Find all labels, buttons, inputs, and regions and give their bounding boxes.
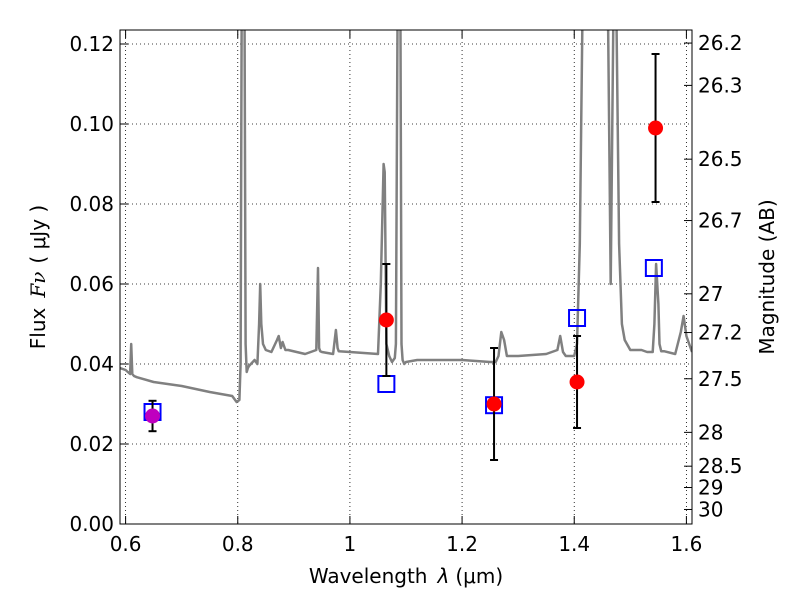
x-tick-label: 1.4 — [558, 532, 590, 556]
x-axis-ticks: 0.6 0.8 1 1.2 1.4 1.6 — [110, 30, 702, 556]
spectrum-line — [120, 30, 692, 404]
magnitude-tick-label: 28 — [698, 420, 723, 444]
model-photometry-square — [568, 309, 587, 327]
y-axis-title-unit: ( μJy ) — [26, 205, 50, 264]
observed-blue-band-point — [145, 408, 161, 424]
y-tick-label: 0.04 — [69, 352, 114, 376]
magnitude-tick-label: 27 — [698, 282, 723, 306]
y-tick-label: 0.06 — [69, 272, 114, 296]
grid-lines — [120, 30, 692, 525]
x-axis-title-symbol: λ — [437, 564, 450, 588]
x-axis-title-unit: (μm) — [455, 564, 503, 588]
observed-point — [648, 120, 664, 136]
x-axis-title: Wavelength λ (μm) — [309, 564, 503, 588]
observed-point — [378, 312, 394, 328]
magnitude-axis-title: Magnitude (AB) — [755, 199, 779, 354]
y-tick-label: 0.00 — [69, 512, 114, 536]
model-spectrum-layer — [120, 30, 692, 404]
y-axis-ticks: 0.00 0.02 0.04 0.06 0.08 0.10 0.12 — [69, 32, 128, 536]
x-tick-label: 1 — [344, 532, 357, 556]
magnitude-tick-label: 29 — [698, 476, 723, 500]
magnitude-tick-label: 27.2 — [698, 321, 743, 345]
y-axis-title-symbol: Fν — [26, 272, 50, 299]
x-axis-title-text: Wavelength — [309, 564, 428, 588]
magnitude-tick-label: 26.7 — [698, 209, 743, 233]
data-points-layer — [143, 53, 664, 461]
x-tick-label: 1.6 — [670, 532, 702, 556]
x-tick-label: 0.6 — [110, 532, 142, 556]
plot-frame — [119, 29, 693, 525]
magnitude-tick-label: 26.2 — [698, 31, 743, 55]
x-tick-label: 1.2 — [446, 532, 478, 556]
plot-area — [120, 30, 692, 461]
model-photometry-square — [377, 375, 396, 393]
y-tick-label: 0.10 — [69, 112, 114, 136]
y-axis-title-text: Flux — [26, 307, 50, 349]
magnitude-tick-label: 26.5 — [698, 147, 743, 171]
magnitude-tick-label: 27.5 — [698, 367, 743, 391]
model-photometry-square — [644, 259, 663, 277]
magnitude-tick-label: 30 — [698, 497, 723, 521]
y-axis-title: Flux Fν ( μJy ) — [26, 205, 50, 349]
magnitude-tick-label: 26.3 — [698, 73, 743, 97]
observed-point — [569, 374, 585, 390]
x-tick-label: 0.8 — [222, 532, 254, 556]
y-tick-label: 0.12 — [69, 32, 114, 56]
y-tick-label: 0.02 — [69, 432, 114, 456]
magnitude-tick-label: 28.5 — [698, 454, 743, 478]
observed-point — [486, 396, 502, 412]
y-tick-label: 0.08 — [69, 192, 114, 216]
